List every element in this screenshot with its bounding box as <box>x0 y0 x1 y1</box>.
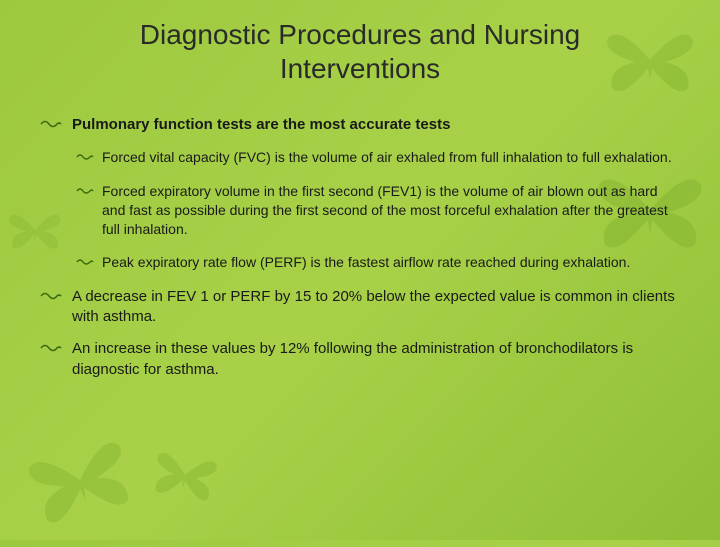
flourish-icon <box>76 255 94 273</box>
bullet-text: An increase in these values by 12% follo… <box>72 339 680 380</box>
bullet-level1: A decrease in FEV 1 or PERF by 15 to 20%… <box>40 287 680 328</box>
bullet-level1: Pulmonary function tests are the most ac… <box>40 115 680 136</box>
flourish-icon <box>40 341 62 380</box>
bullet-text: Forced vital capacity (FVC) is the volum… <box>102 148 672 168</box>
bullet-level2: Peak expiratory rate flow (PERF) is the … <box>76 253 680 273</box>
slide-content: Diagnostic Procedures and Nursing Interv… <box>0 0 720 412</box>
slide-title: Diagnostic Procedures and Nursing Interv… <box>40 18 680 85</box>
butterfly-decoration <box>144 434 225 515</box>
bullet-level2: Forced vital capacity (FVC) is the volum… <box>76 148 680 168</box>
flourish-icon <box>76 150 94 168</box>
bullet-text: Peak expiratory rate flow (PERF) is the … <box>102 253 630 273</box>
bullet-level2: Forced expiratory volume in the first se… <box>76 182 680 239</box>
flourish-icon <box>40 289 62 328</box>
butterfly-decoration <box>13 413 148 547</box>
flourish-icon <box>40 117 62 136</box>
flourish-icon <box>76 184 94 239</box>
bullet-text: A decrease in FEV 1 or PERF by 15 to 20%… <box>72 287 680 328</box>
bullet-text: Pulmonary function tests are the most ac… <box>72 115 450 136</box>
bullet-text: Forced expiratory volume in the first se… <box>102 182 680 239</box>
bullet-level1: An increase in these values by 12% follo… <box>40 339 680 380</box>
